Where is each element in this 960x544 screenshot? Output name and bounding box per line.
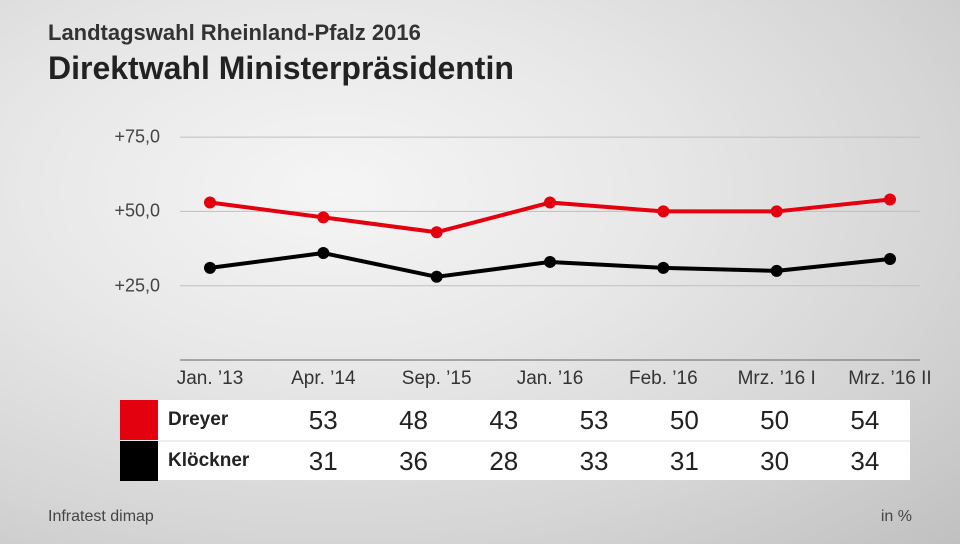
data-point [657,262,669,274]
data-point [771,205,783,217]
data-point [884,194,896,206]
data-point [431,226,443,238]
x-tick-label: Sep. ’15 [402,368,472,390]
legend-swatch [120,400,158,440]
legend-value: 31 [278,446,368,477]
x-tick-label: Jan. ’13 [177,368,244,390]
legend-series-name: Klöckner [158,450,278,472]
legend-swatch [120,441,158,481]
chart-area: +25,0 +50,0 +75,0 [0,100,960,360]
legend-value: 34 [820,446,910,477]
legend-table: Dreyer53484353505054Klöckner313628333130… [120,400,910,480]
legend-value: 53 [278,405,368,436]
data-point [544,197,556,209]
data-point [771,265,783,277]
legend-value: 54 [820,405,910,436]
y-tick-label: +25,0 [114,275,160,296]
data-point [204,262,216,274]
y-tick-label: +50,0 [114,201,160,222]
unit-label: in % [881,508,912,526]
data-point [431,271,443,283]
source-label: Infratest dimap [48,508,154,526]
legend-row: Dreyer53484353505054 [120,400,910,440]
x-tick-label: Apr. ’14 [291,368,355,390]
data-point [317,247,329,259]
x-tick-label: Feb. ’16 [629,368,698,390]
x-tick-label: Mrz. ’16 I [738,368,816,390]
data-point [544,256,556,268]
titles: Landtagswahl Rheinland-Pfalz 2016 Direkt… [48,20,514,87]
legend-series-name: Dreyer [158,409,278,431]
legend-value: 50 [639,405,729,436]
legend-value: 30 [729,446,819,477]
plot [180,100,920,360]
y-tick-label: +75,0 [114,127,160,148]
data-point [317,211,329,223]
data-point [204,197,216,209]
data-point [657,205,669,217]
data-point [884,253,896,265]
chart-title: Direktwahl Ministerpräsidentin [48,50,514,87]
legend-value: 43 [459,405,549,436]
legend-value: 50 [729,405,819,436]
legend-row: Klöckner31362833313034 [120,440,910,480]
legend-value: 53 [549,405,639,436]
legend-value: 36 [368,446,458,477]
legend-value: 48 [368,405,458,436]
legend-value: 28 [459,446,549,477]
x-tick-label: Jan. ’16 [517,368,584,390]
x-tick-label: Mrz. ’16 II [848,368,931,390]
legend-value: 33 [549,446,639,477]
plot-svg [180,100,920,360]
legend-value: 31 [639,446,729,477]
supertitle: Landtagswahl Rheinland-Pfalz 2016 [48,20,514,46]
